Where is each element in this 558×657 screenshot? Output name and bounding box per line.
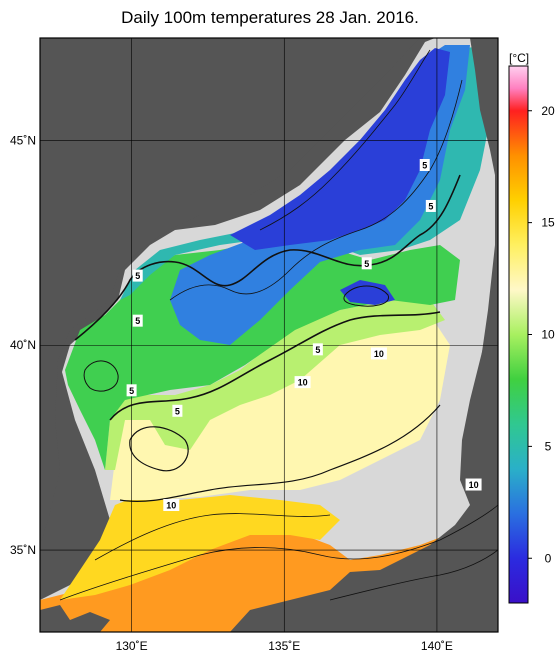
axis-tick-labels: 130˚E 135˚E 140˚E 35˚N 40˚N 45˚N xyxy=(10,133,453,653)
contour-label: 5 xyxy=(315,345,320,355)
contour-label-background xyxy=(419,158,430,171)
contour-label-background xyxy=(425,199,436,212)
contour-1 xyxy=(259,49,431,231)
longitude-tick-label: 135˚E xyxy=(268,639,300,653)
contour-lines xyxy=(59,49,498,601)
contour-label: 5 xyxy=(428,201,433,211)
colorbar-tick-label: 20 xyxy=(541,104,555,118)
contour-label-background xyxy=(172,404,183,417)
contour-label: 5 xyxy=(135,316,140,326)
colorbar: [°C] 0 5 10 15 20 xyxy=(508,51,555,604)
contour-label: 10 xyxy=(166,501,176,511)
contour-label: 10 xyxy=(298,378,308,388)
contour-eddy-3 xyxy=(83,360,119,392)
kyushu-land xyxy=(40,605,110,632)
light-yellow-region xyxy=(110,315,450,500)
contour-label-background xyxy=(294,376,311,389)
contour-3 xyxy=(169,79,463,301)
latitude-tick-label: 45˚N xyxy=(10,133,36,147)
contour-label-background xyxy=(163,499,180,512)
deep-blue-patch xyxy=(340,280,395,305)
contour-eddy-2 xyxy=(343,285,389,307)
contour-label: 10 xyxy=(469,480,479,490)
contour-18 xyxy=(329,549,498,601)
contour-10-south xyxy=(119,404,441,502)
graticule xyxy=(40,38,498,632)
contour-label: 5 xyxy=(129,386,134,396)
contour-labels: 5 5 5 5 5 5 5 5 10 10 10 10 xyxy=(126,158,482,512)
colorbar-unit-label: [°C] xyxy=(509,51,529,65)
colorbar-tick-label: 10 xyxy=(541,328,555,342)
longitude-tick-label: 130˚E xyxy=(116,639,148,653)
contour-label-background xyxy=(132,314,143,327)
contour-12 xyxy=(94,513,331,561)
contour-label-background xyxy=(370,347,387,360)
contour-label: 5 xyxy=(135,271,140,281)
contour-label: 10 xyxy=(374,349,384,359)
contour-label-background xyxy=(126,384,137,397)
land-masses xyxy=(40,38,498,632)
longitude-tick-label: 140˚E xyxy=(421,639,453,653)
colorbar-tick-label: 15 xyxy=(541,216,555,230)
sea-surface-temperature-field xyxy=(40,38,498,632)
contour-label-background xyxy=(312,343,323,356)
latitude-tick-label: 40˚N xyxy=(10,338,36,352)
contour-5 xyxy=(74,174,461,341)
colorbar-tick-labels: 0 5 10 15 20 xyxy=(528,104,555,565)
colorbar-tick-label: 5 xyxy=(545,439,552,453)
contour-label: 5 xyxy=(422,160,427,170)
sakhalin-land xyxy=(470,38,498,190)
colorbar-tick-label: 0 xyxy=(545,551,552,565)
contour-eddy-1 xyxy=(129,426,189,472)
contour-10 xyxy=(109,311,441,421)
deep-blue-region xyxy=(230,48,450,250)
pale-green-region xyxy=(105,300,445,470)
contour-label-background xyxy=(465,478,482,491)
latitude-tick-label: 35˚N xyxy=(10,543,36,557)
korea-land xyxy=(40,38,420,545)
japan-honshu-land xyxy=(230,300,498,632)
map-frame xyxy=(39,37,499,633)
contour-label-background xyxy=(132,269,143,282)
contour-label-background xyxy=(361,257,372,270)
map-title: Daily 100m temperatures 28 Jan. 2016. xyxy=(121,8,419,27)
yellow-strait-region xyxy=(60,495,340,600)
contour-label: 5 xyxy=(175,406,180,416)
contour-15 xyxy=(59,504,498,601)
contour-label: 5 xyxy=(364,259,369,269)
colorbar-scale xyxy=(508,65,529,604)
